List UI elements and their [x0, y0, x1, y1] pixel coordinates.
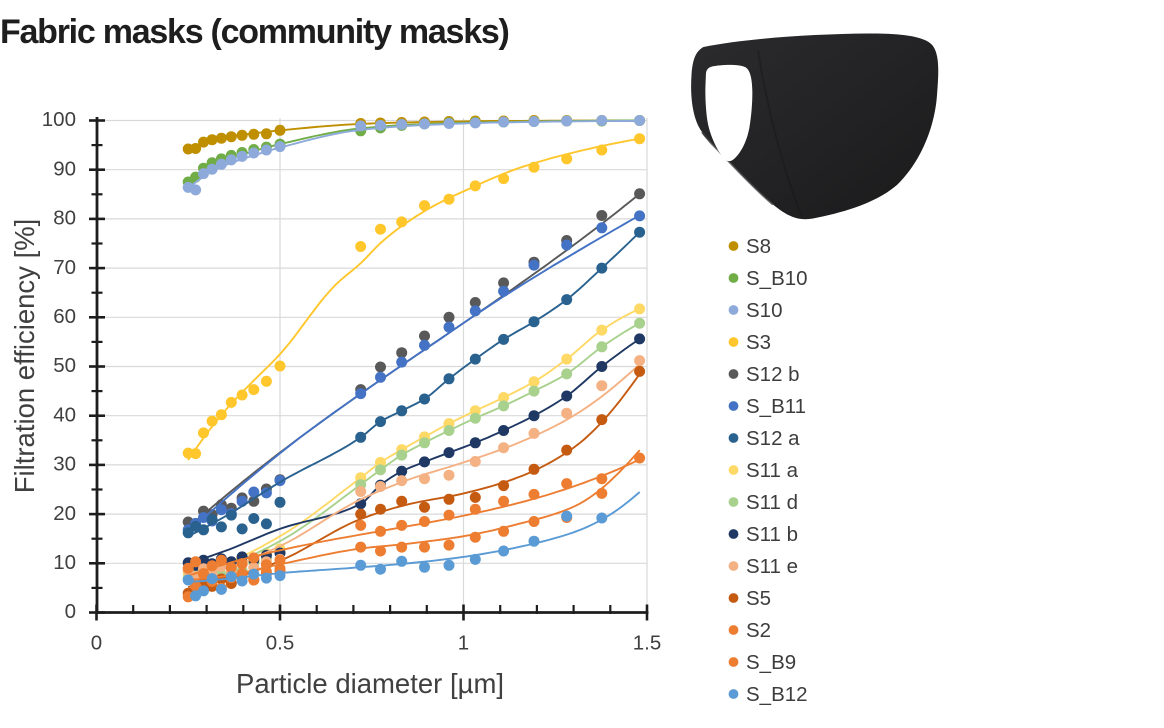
svg-text:90: 90 — [53, 157, 76, 180]
svg-text:70: 70 — [53, 256, 76, 279]
svg-text:S11 b: S11 b — [746, 523, 798, 546]
svg-text:S11 d: S11 d — [746, 491, 798, 514]
svg-text:S8: S8 — [746, 235, 771, 258]
svg-text:S10: S10 — [746, 299, 782, 322]
svg-text:S_B10: S_B10 — [746, 267, 808, 290]
svg-text:100: 100 — [42, 108, 76, 131]
svg-text:S_B11: S_B11 — [746, 395, 806, 418]
svg-text:20: 20 — [53, 502, 76, 525]
svg-text:S12 b: S12 b — [746, 363, 800, 386]
svg-text:60: 60 — [53, 305, 76, 328]
svg-text:S11 e: S11 e — [746, 555, 798, 578]
svg-text:S11 a: S11 a — [746, 459, 799, 482]
svg-text:S12 a: S12 a — [746, 427, 800, 450]
svg-text:0: 0 — [65, 600, 76, 623]
svg-text:S5: S5 — [746, 587, 771, 610]
svg-text:S3: S3 — [746, 331, 771, 354]
svg-text:0: 0 — [91, 632, 102, 655]
svg-text:10: 10 — [53, 551, 76, 574]
svg-text:Filtration efficiency [%]: Filtration efficiency [%] — [9, 219, 40, 494]
svg-text:50: 50 — [53, 354, 76, 377]
svg-text:Particle diameter [µm]: Particle diameter [µm] — [236, 668, 504, 699]
svg-text:40: 40 — [53, 403, 76, 426]
svg-text:80: 80 — [53, 207, 76, 230]
svg-text:S_B12: S_B12 — [746, 683, 808, 706]
svg-text:S2: S2 — [746, 619, 771, 642]
svg-text:30: 30 — [53, 453, 76, 476]
svg-text:Fabric masks (community masks): Fabric masks (community masks) — [0, 13, 509, 51]
svg-text:1.5: 1.5 — [633, 632, 662, 655]
svg-text:0.5: 0.5 — [266, 632, 295, 655]
svg-text:1: 1 — [458, 632, 469, 655]
svg-text:S_B9: S_B9 — [746, 651, 796, 674]
